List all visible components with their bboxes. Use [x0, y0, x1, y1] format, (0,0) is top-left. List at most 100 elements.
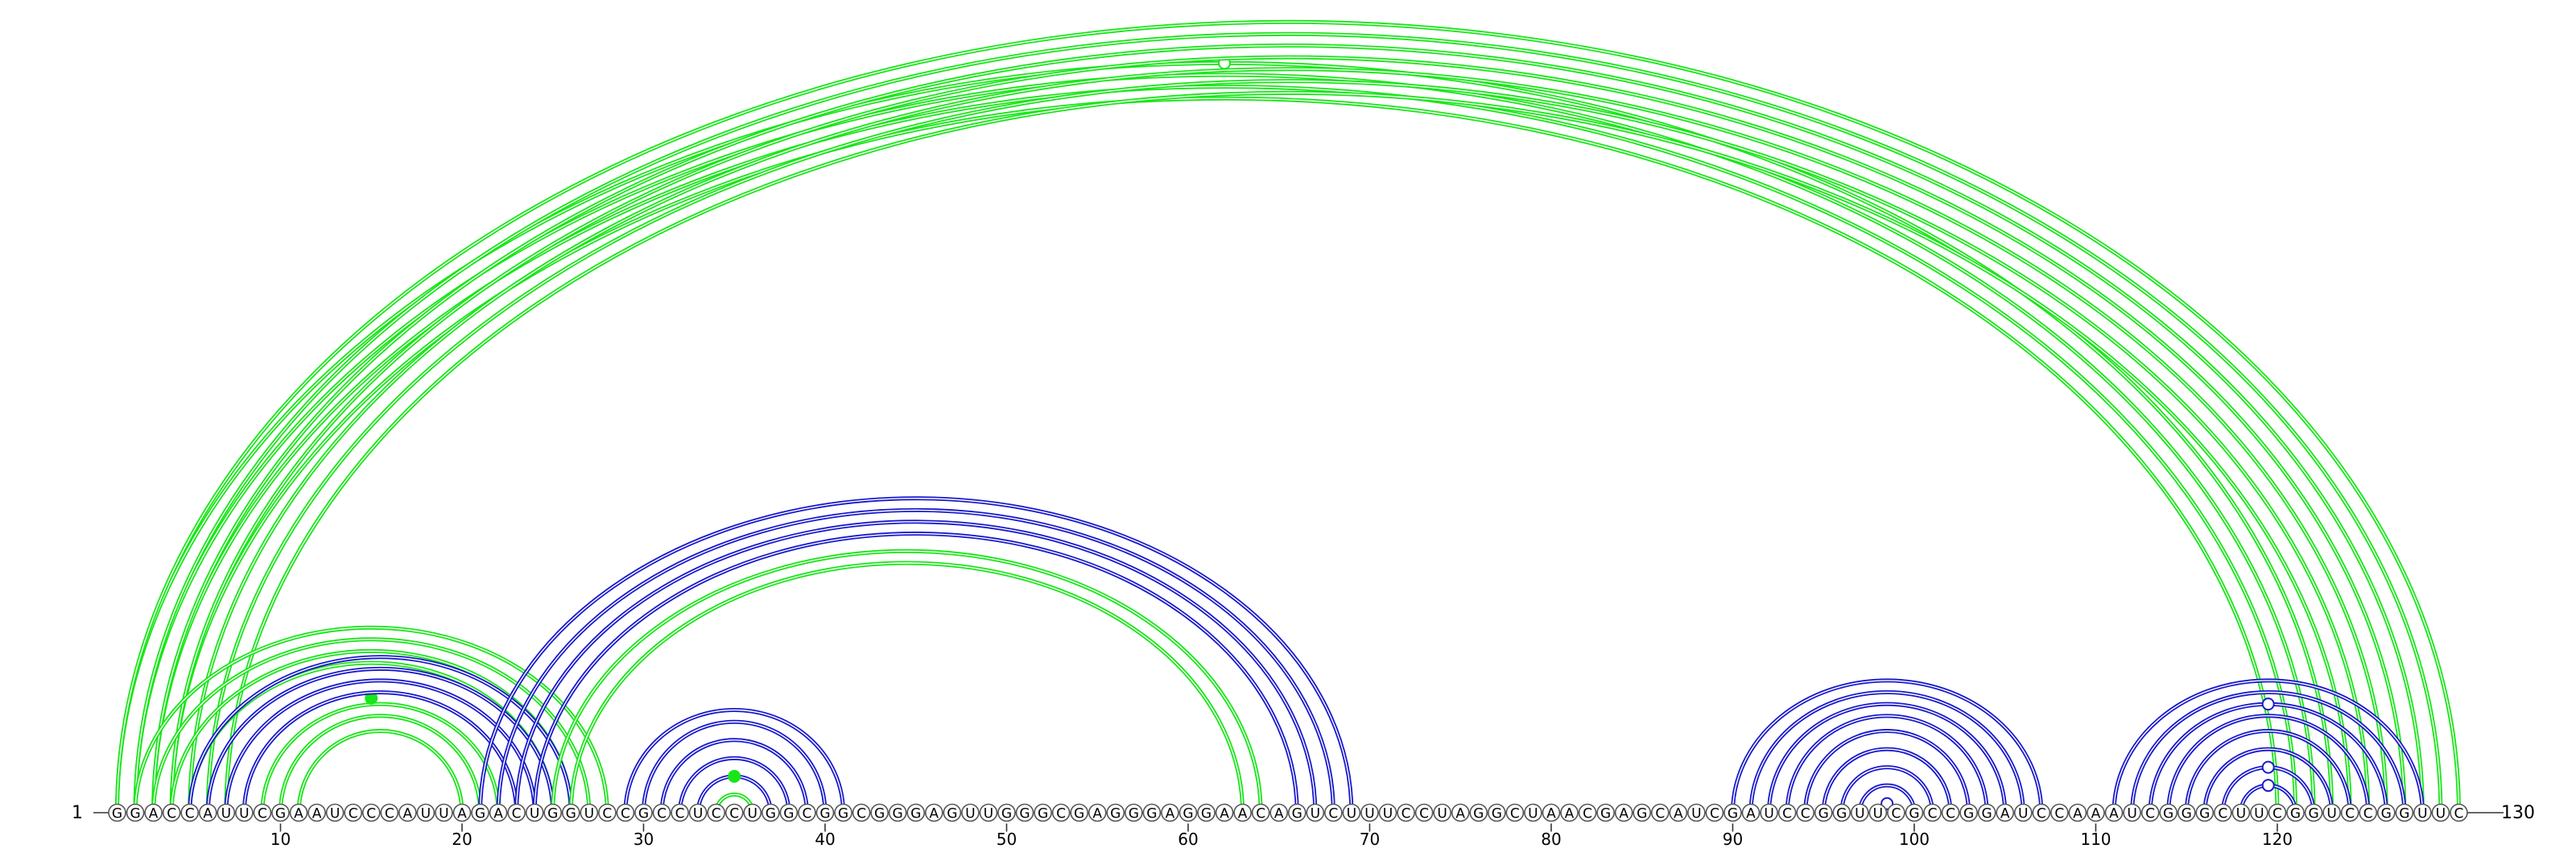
arc-gap-1-130	[116, 21, 2460, 813]
nucleotide-letter: A	[1565, 806, 1575, 822]
sequence-start-label: 1	[72, 803, 83, 823]
nucleotide-letter: U	[330, 806, 340, 822]
nucleotide-circle	[1977, 803, 1996, 822]
nucleotide-letter: A	[402, 806, 412, 822]
nucleotide-circle	[471, 803, 489, 822]
nucleotide-circle	[1724, 803, 1742, 822]
nucleotide-letter: G	[1074, 806, 1084, 822]
nucleotide-letter: G	[2308, 806, 2318, 822]
nucleotide-circle	[1088, 803, 1107, 822]
arc-blue-30-40	[641, 719, 828, 813]
nucleotide-circle	[2450, 803, 2468, 822]
nucleotide-circle	[1814, 803, 1833, 822]
arc-gap-93-104	[1786, 715, 1988, 813]
nucleotide-circle	[1161, 803, 1179, 822]
nucleotide-letter: U	[1364, 806, 1374, 822]
nucleotide-letter: C	[349, 806, 358, 822]
arc-gap-4-120	[171, 97, 2278, 813]
nucleotide-circle	[906, 803, 925, 822]
nucleotide-letter: A	[149, 806, 159, 822]
nucleotide-letter: U	[2326, 806, 2336, 822]
arc-gap-112-127	[2131, 691, 2405, 813]
nucleotide-circle	[997, 803, 1016, 822]
nucleotide-letter: U	[221, 806, 231, 822]
nucleotide-letter: C	[1710, 806, 1719, 822]
arc-marker-blue-open	[2261, 697, 2275, 711]
nucleotide-circle	[2195, 803, 2215, 822]
nucleotide-circle	[1106, 803, 1125, 822]
nucleotide-letter: C	[729, 806, 739, 822]
nucleotide-circle	[1851, 803, 1869, 822]
nucleotide-letter: A	[1092, 806, 1102, 822]
tick-label: 110	[2080, 830, 2111, 849]
nucleotide-letter: U	[239, 806, 249, 822]
nucleotide-letter: C	[385, 806, 394, 822]
nucleotide-letter: C	[2345, 806, 2355, 822]
nucleotide-circle	[2304, 803, 2323, 822]
nucleotide-letter: C	[1928, 806, 1938, 822]
nucleotide-circle	[2376, 803, 2396, 822]
nucleotide-letter: G	[275, 806, 286, 822]
arc-gap-95-102	[1823, 748, 1951, 813]
nucleotide-circle	[1378, 803, 1397, 822]
nucleotide-circle	[1179, 803, 1198, 822]
nucleotide-letter: G	[1909, 806, 1919, 822]
nucleotide-letter: U	[1347, 806, 1356, 822]
arc-green-1-130	[115, 19, 2461, 813]
nucleotide-circle	[1070, 803, 1088, 822]
nucleotide-circle	[2286, 803, 2305, 822]
nucleotide-circle	[743, 803, 762, 822]
nucleotide-letter: C	[1891, 806, 1901, 822]
nucleotide-letter: G	[1146, 806, 1157, 822]
nucleotide-circle	[2359, 803, 2377, 822]
nucleotide-circle	[1578, 803, 1597, 822]
nucleotide-letter: C	[1328, 806, 1338, 822]
nucleotide-circle	[1233, 803, 1252, 822]
arc-gap-8-23	[243, 691, 518, 813]
arc-gap-3-128	[154, 46, 2423, 813]
nucleotide-letter: A	[1220, 806, 1229, 822]
nucleotide-circle	[1451, 803, 1470, 822]
nucleotide-circle	[2123, 803, 2141, 822]
tick-label: 100	[1899, 830, 1930, 849]
position-ticks: 10 20 30 40 50 60 70 80 90 100 110 120	[270, 823, 2293, 849]
nucleotide-circle	[779, 803, 799, 822]
nucleotide-circle	[180, 803, 199, 822]
nucleotide-letter: C	[1655, 806, 1665, 822]
arc-green-3-128	[154, 46, 2423, 813]
nucleotide-circle	[235, 803, 254, 822]
nucleotide-circle	[1868, 803, 1888, 822]
nucleotide-circle	[1596, 803, 1615, 822]
nucleotide-letter: A	[1674, 806, 1683, 822]
nucleotide-circle	[308, 803, 326, 822]
nucleotide-letter: A	[1166, 806, 1175, 822]
nucleotide-letter: A	[1546, 806, 1556, 822]
sequence-end-label: 130	[2501, 803, 2535, 823]
nucleotide-letter: A	[1274, 806, 1284, 822]
nucleotide-letter: U	[2127, 806, 2136, 822]
nucleotide-circle	[452, 803, 472, 822]
arc-green-3-27	[151, 637, 592, 813]
nucleotide-circle	[943, 803, 962, 822]
nucleotide-circle	[489, 803, 508, 822]
nucleotide-circle	[2268, 803, 2287, 822]
nucleotide-circle	[1360, 803, 1379, 822]
nucleotide-letter: C	[602, 806, 612, 822]
nucleotide-letter: A	[2073, 806, 2083, 822]
nucleotide-circle	[108, 803, 126, 822]
nucleotide-circle	[1306, 803, 1325, 822]
nucleotide-circle	[1488, 803, 1506, 822]
nucleotide-circle	[1324, 803, 1343, 822]
nucleotide-circle	[1125, 803, 1143, 822]
nucleotide-letter: C	[366, 806, 376, 822]
nucleotide-letter: A	[203, 806, 213, 822]
arc-gap-11-20	[298, 730, 463, 813]
arc-green-4-127	[169, 55, 2407, 813]
nucleotide-circle	[507, 803, 526, 822]
nucleotide-circle	[707, 803, 725, 822]
nucleotide-circle	[289, 803, 308, 822]
nucleotide-circle	[1959, 803, 1978, 822]
nucleotide-circle	[1015, 803, 1034, 822]
nucleotide-letter: U	[2236, 806, 2246, 822]
arc-gap-3-121	[152, 85, 2297, 813]
